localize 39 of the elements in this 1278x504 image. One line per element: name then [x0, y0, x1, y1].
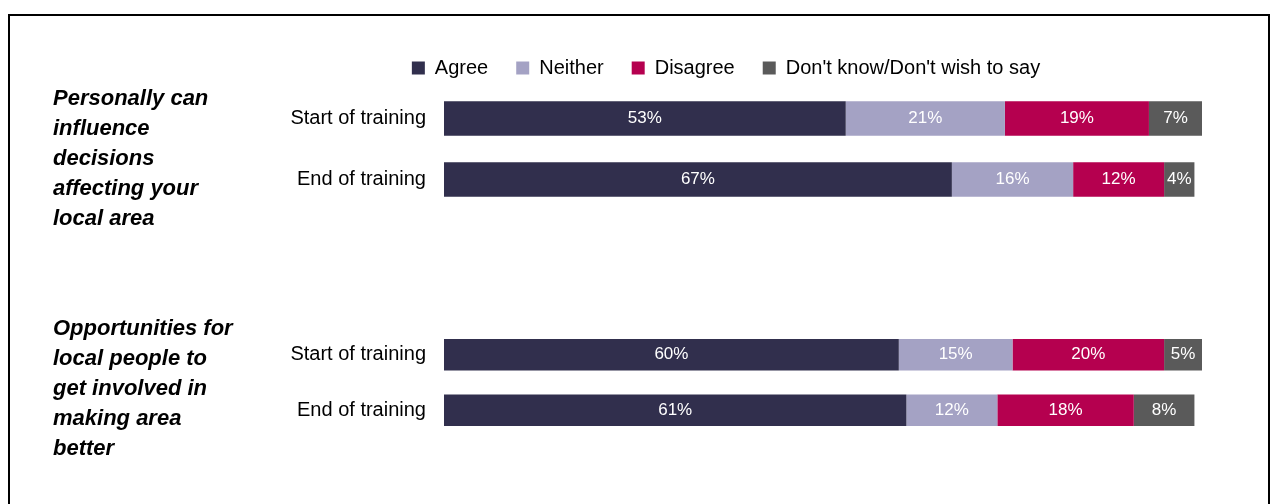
- data-label: 7%: [1163, 108, 1188, 128]
- data-label: 18%: [1048, 399, 1083, 419]
- data-label: 15%: [938, 344, 973, 364]
- bar: [1004, 101, 1149, 136]
- data-label: 19%: [1059, 108, 1094, 128]
- data-label: 67%: [680, 169, 715, 189]
- data-label: 20%: [1071, 344, 1106, 364]
- data-label: 8%: [1151, 399, 1177, 419]
- bar: [444, 162, 952, 197]
- data-label: 5%: [1170, 344, 1196, 364]
- data-label: 21%: [908, 108, 943, 128]
- data-label: 12%: [1101, 169, 1136, 189]
- bar: [1012, 339, 1165, 371]
- y-tick-label: End of training: [297, 397, 426, 420]
- data-label: 12%: [934, 399, 969, 419]
- data-label: 4%: [1166, 169, 1192, 189]
- bar: [997, 394, 1134, 426]
- bar: [906, 394, 998, 426]
- bar: [444, 339, 899, 371]
- data-label: 61%: [658, 399, 693, 419]
- legend-label: Disagree: [654, 55, 735, 78]
- bar: [444, 101, 846, 136]
- bar: [1073, 162, 1165, 197]
- text: Personally can influence decisions affecting your local area: [53, 84, 210, 232]
- text: Opportunities for local people to get involved in making area better: [53, 314, 235, 462]
- legend-label: Don't know/Don't wish to say: [785, 55, 1041, 78]
- y-tick-label: End of training: [297, 167, 426, 190]
- bar: [951, 162, 1074, 197]
- bar: [1148, 101, 1202, 136]
- data-label: 60%: [654, 344, 689, 364]
- bar: [898, 339, 1013, 371]
- data-label: 16%: [995, 169, 1030, 189]
- legend-label: Agree: [434, 55, 489, 78]
- bar: [444, 394, 907, 426]
- legend-label: Neither: [539, 55, 605, 78]
- bar: [845, 101, 1005, 136]
- y-tick-label: Start of training: [290, 106, 426, 129]
- data-label: 53%: [627, 108, 662, 128]
- y-tick-label: Start of training: [290, 342, 426, 365]
